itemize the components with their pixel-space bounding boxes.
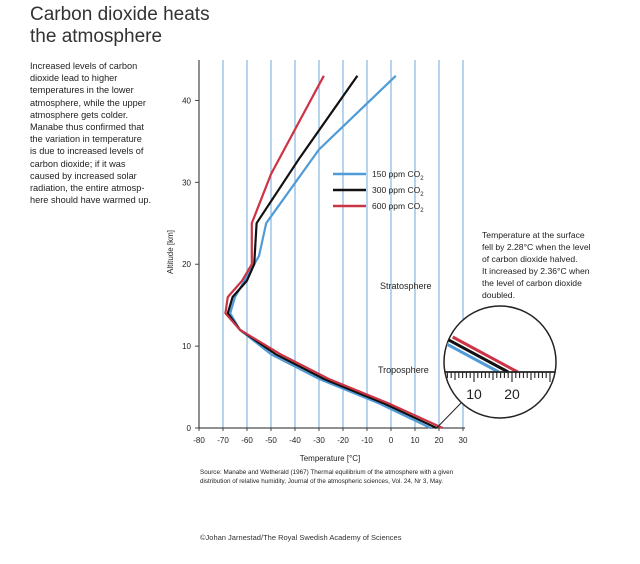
y-tick-label: 0 <box>187 424 192 433</box>
x-tick-label: 30 <box>459 436 468 445</box>
zoom-tick-label: 20 <box>504 386 520 402</box>
axes: -80 -70 -60 -50 -40 -30 -20 -10 0 10 20 30 0 10 20 30 40 <box>182 60 468 445</box>
legend-label-0: 150 ppm CO2 <box>372 169 424 182</box>
x-tick-label: -30 <box>313 436 325 445</box>
zoom-inset: 10 20 <box>436 305 557 429</box>
annotation-line: doubled. <box>482 290 515 300</box>
series-line-0 <box>229 75 432 429</box>
zoom-series-line-1 <box>444 335 509 374</box>
zoom-pointer-line <box>436 401 463 429</box>
x-tick-label: -70 <box>217 436 229 445</box>
source-line-2: distribution of relative humidity, Journ… <box>200 478 443 485</box>
x-tick-label: -60 <box>241 436 253 445</box>
y-tick-label: 20 <box>182 260 191 269</box>
annotation-line: It increased by 2.36°C when <box>482 266 590 276</box>
x-tick-label: -10 <box>361 436 373 445</box>
zoom-series-line-2 <box>451 335 519 374</box>
y-tick-label: 40 <box>182 96 191 105</box>
zoom-content: 10 20 <box>444 335 556 402</box>
x-axis-label: Temperature [°C] <box>300 454 361 463</box>
y-tick-label: 10 <box>182 342 191 351</box>
grid-lines <box>222 60 464 428</box>
x-tick-label: 0 <box>389 436 394 445</box>
legend: 150 ppm CO2 300 ppm CO2 600 ppm CO2 <box>333 169 424 214</box>
series-line-2 <box>224 75 444 430</box>
annotation-line: Temperature at the surface <box>482 230 585 240</box>
annotation-line: the level of carbon dioxide <box>482 278 582 288</box>
y-tick-label: 30 <box>182 178 191 187</box>
x-tick-label: 10 <box>411 436 420 445</box>
x-tick-label: -50 <box>265 436 277 445</box>
x-tick-label: -40 <box>289 436 301 445</box>
legend-label-2: 600 ppm CO2 <box>372 201 424 214</box>
credit-line: ©Johan Jarnestad/The Royal Swedish Acade… <box>200 533 402 542</box>
source-line-1: Source: Manabe and Wetherald (1967) Ther… <box>200 469 454 476</box>
zoom-tick-label: 10 <box>466 386 482 402</box>
x-tick-label: -20 <box>337 436 349 445</box>
troposphere-label: Troposphere <box>378 365 429 375</box>
data-series <box>224 75 444 430</box>
annotation-line: of carbon dioxide halved. <box>482 254 578 264</box>
surface-annotation: Temperature at the surface fell by 2.28°C… <box>482 230 591 300</box>
x-tick-label: 20 <box>435 436 444 445</box>
page-title: Carbon dioxide heats the atmosphere <box>30 4 210 47</box>
series-line-1 <box>226 75 438 429</box>
legend-label-1: 300 ppm CO2 <box>372 185 424 198</box>
x-tick-label: -80 <box>193 436 205 445</box>
y-axis-label: Altitude [km] <box>166 230 175 274</box>
stratosphere-label: Stratosphere <box>380 281 432 291</box>
annotation-line: fell by 2.28°C when the level <box>482 242 591 252</box>
description-text: Increased levels of carbon dioxide lead … <box>30 61 152 206</box>
